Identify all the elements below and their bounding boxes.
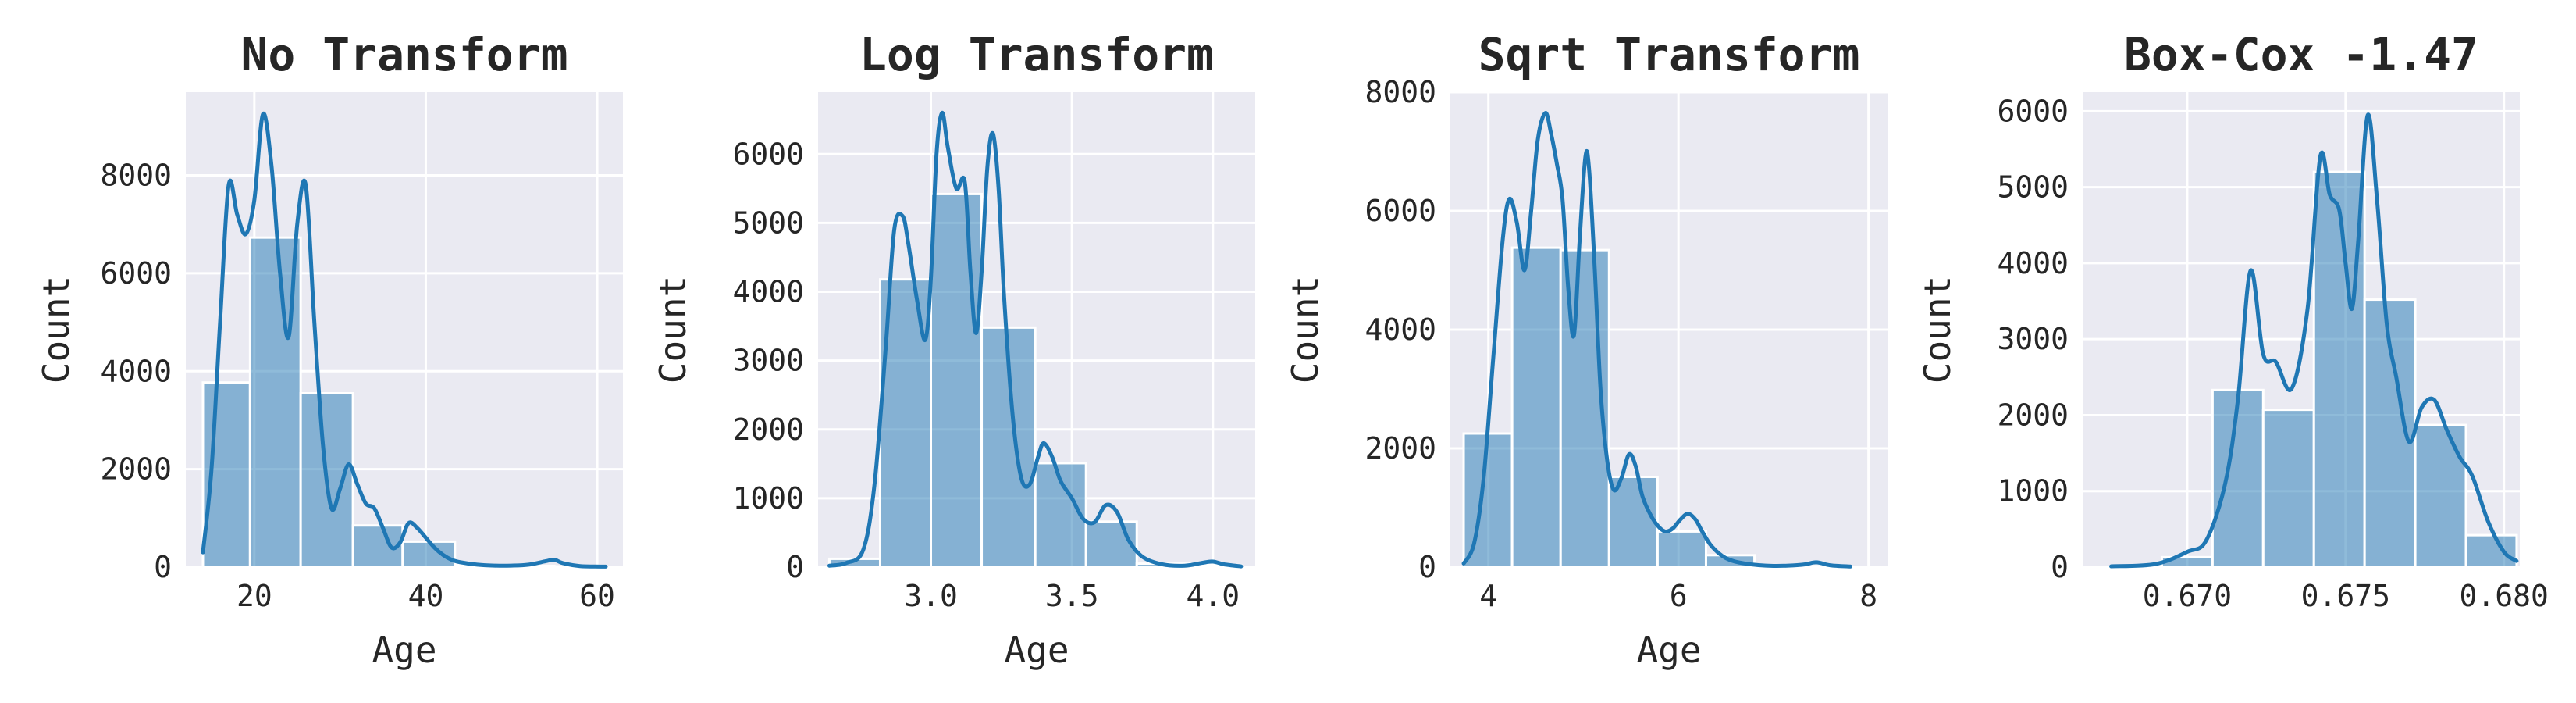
- chart-panel-3: 4 6 8 0 2000 4000 6000 8000 Sqrt Transform Age Cou…: [1284, 28, 1888, 671]
- chart-panel-4: 0.670 0.675 0.680 0 1000 2000 3000 4000 5000 6000…: [1916, 28, 2549, 613]
- chart-title: No Transform: [240, 28, 568, 81]
- x-axis-label: Age: [1004, 629, 1069, 671]
- y-tick-label: 6000: [1364, 194, 1436, 228]
- y-tick-label: 4000: [100, 354, 172, 388]
- x-tick-label: 4.0: [1186, 579, 1240, 613]
- y-tick-label: 2000: [1997, 398, 2069, 432]
- histogram-bar: [401, 540, 457, 569]
- y-tick-label: 4000: [1997, 246, 2069, 280]
- x-tick-label: 4: [1479, 579, 1497, 613]
- y-axis-label: Count: [35, 276, 77, 384]
- x-tick-label: 40: [408, 579, 444, 613]
- y-tick-label: 5000: [732, 205, 804, 240]
- y-tick-label: 1000: [732, 481, 804, 516]
- y-tick-label: 5000: [1997, 170, 2069, 205]
- y-axis-label: Count: [1916, 276, 1959, 384]
- y-tick-label: 6000: [732, 137, 804, 171]
- x-tick-label: 3.5: [1045, 579, 1099, 613]
- chart-title: Box-Cox -1.47: [2124, 28, 2478, 81]
- kde-line: [827, 110, 1244, 569]
- histogram-bar: [2312, 170, 2366, 569]
- x-tick-label: 0.675: [2301, 579, 2390, 613]
- chart-panel-1: 20 40 60 0 2000 4000 6000 8000 No Transform Age Co…: [35, 28, 623, 671]
- x-tick-label: 0.680: [2460, 579, 2549, 613]
- histogram-bar: [1084, 520, 1138, 569]
- histogram-bar: [2414, 423, 2467, 569]
- x-axis-label: Age: [372, 629, 436, 671]
- y-tick-label: 0: [786, 550, 804, 584]
- y-tick-label: 6000: [1997, 94, 2069, 128]
- y-tick-label: 4000: [732, 275, 804, 309]
- chart-title: Sqrt Transform: [1478, 28, 1860, 81]
- y-tick-label: 3000: [732, 344, 804, 378]
- y-tick-label: 0: [1418, 550, 1436, 584]
- kde-line: [201, 111, 608, 569]
- x-axis-label: Age: [1636, 629, 1701, 671]
- y-tick-label: 2000: [100, 452, 172, 487]
- histogram-bar: [1510, 246, 1562, 569]
- histogram-bar: [1607, 475, 1659, 569]
- kde-line: [2109, 112, 2519, 569]
- y-tick-label: 3000: [1997, 322, 2069, 356]
- y-tick-label: 6000: [100, 256, 172, 291]
- x-tick-label: 8: [1859, 579, 1877, 613]
- y-axis-label: Count: [1284, 276, 1326, 384]
- y-tick-label: 4000: [1364, 312, 1436, 347]
- x-tick-label: 6: [1670, 579, 1688, 613]
- y-tick-label: 0: [154, 550, 172, 584]
- histogram-bar: [930, 192, 984, 569]
- chart-title: Log Transform: [859, 28, 1214, 81]
- y-tick-label: 1000: [1997, 474, 2069, 509]
- y-tick-label: 2000: [1364, 431, 1436, 466]
- y-tick-label: 0: [2051, 550, 2069, 584]
- y-tick-label: 8000: [100, 159, 172, 193]
- y-axis-label: Count: [652, 276, 694, 384]
- histogram-bar: [2464, 533, 2518, 569]
- chart-panel-2: 3.0 3.5 4.0 0 1000 2000 3000 4000 5000 6000 Log Tr…: [652, 28, 1255, 671]
- histogram-bar: [2211, 388, 2265, 569]
- x-tick-label: 20: [237, 579, 272, 613]
- kde-line: [1461, 111, 1853, 569]
- x-tick-label: 3.0: [904, 579, 958, 613]
- histogram-bar: [1656, 530, 1707, 569]
- y-tick-label: 2000: [732, 412, 804, 447]
- x-tick-label: 0.670: [2143, 579, 2232, 613]
- histogram-bar: [2261, 409, 2315, 569]
- y-tick-label: 8000: [1364, 75, 1436, 109]
- histogram-bar: [1462, 432, 1514, 569]
- x-tick-label: 60: [579, 579, 615, 613]
